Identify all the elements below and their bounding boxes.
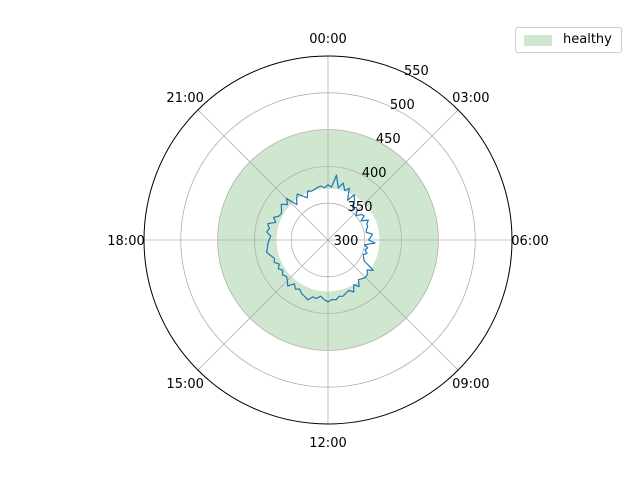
series-line xyxy=(266,174,376,303)
legend: healthy xyxy=(515,27,622,53)
angle-label-1200: 12:00 xyxy=(309,436,346,451)
angle-label-0300: 03:00 xyxy=(452,91,489,106)
grid-spoke-1500 xyxy=(197,239,329,371)
series-layer xyxy=(266,174,376,303)
angle-label-1800: 18:00 xyxy=(107,234,144,249)
grid-spoke-0300 xyxy=(327,109,459,241)
outer-circle xyxy=(143,55,513,425)
legend-swatch-healthy xyxy=(524,35,552,46)
legend-label-healthy: healthy xyxy=(563,32,612,47)
angle-label-2100: 21:00 xyxy=(166,91,203,106)
radial-tick-label-400: 400 xyxy=(362,166,387,181)
radial-tick-label-300: 300 xyxy=(334,234,359,249)
radial-tick-label-450: 450 xyxy=(376,132,401,147)
tick-labels: 00:00 03:00 06:00 09:00 12:00 15:00 18:00 21:00… xyxy=(107,32,548,451)
grid-spoke-2100 xyxy=(197,109,329,241)
radial-tick-label-500: 500 xyxy=(390,98,415,113)
grid-spoke-0900 xyxy=(327,239,459,371)
polar-grid xyxy=(144,56,512,424)
radial-tick-label-350: 350 xyxy=(348,200,373,215)
radial-tick-label-550: 550 xyxy=(404,64,429,79)
angle-label-0000: 00:00 xyxy=(309,32,346,47)
angle-label-0900: 09:00 xyxy=(452,377,489,392)
angle-label-0600: 06:00 xyxy=(511,234,548,249)
outer-frame xyxy=(143,55,513,425)
angle-label-1500: 15:00 xyxy=(166,377,203,392)
